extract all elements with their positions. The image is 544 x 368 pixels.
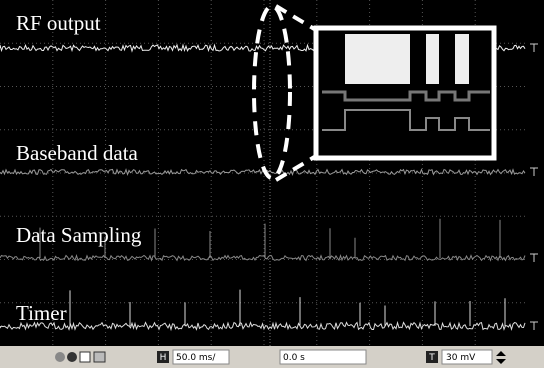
trace-label: Baseband data <box>16 141 139 165</box>
trace-label: Timer <box>16 301 67 325</box>
t-label: T <box>428 353 435 363</box>
button[interactable] <box>80 352 90 362</box>
position: 0.0 s <box>283 353 305 363</box>
trace-label: RF output <box>16 11 101 35</box>
oscilloscope-screen: RF output Baseband data Data Sampling Ti… <box>0 0 544 368</box>
button[interactable] <box>55 352 65 362</box>
print-button[interactable] <box>94 352 105 362</box>
trace-label: Data Sampling <box>16 223 142 247</box>
trigger-level: 30 mV <box>446 353 476 363</box>
timebase: 50.0 ms/ <box>176 353 216 363</box>
h-label: H <box>160 353 167 363</box>
button[interactable] <box>67 352 77 362</box>
